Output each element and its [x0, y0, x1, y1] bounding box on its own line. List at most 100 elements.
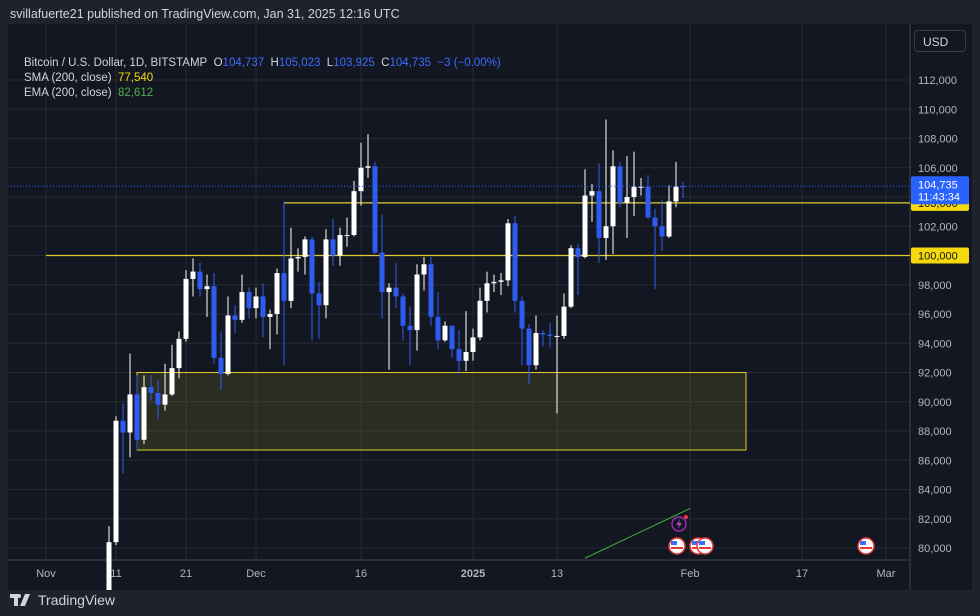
chart-pane[interactable]: 80,000 82,000 84,000 86,000 88,000 90,000 92,0… [8, 24, 972, 603]
candle-body [113, 420, 119, 543]
candle [218, 331, 224, 391]
candle [155, 379, 161, 420]
level-price-tag [911, 247, 969, 264]
candle [162, 363, 168, 411]
candle-body [624, 197, 630, 203]
candle-body [246, 292, 252, 309]
candle [141, 375, 147, 445]
candle-body [218, 357, 224, 374]
candle-body [204, 286, 210, 290]
candle-body [652, 217, 658, 227]
candle [372, 161, 378, 255]
legend: Bitcoin / U.S. Dollar, 1D, BITSTAMP O104… [24, 56, 501, 101]
candle-body [631, 186, 637, 197]
ema-legend[interactable]: EMA (200, close) 82,612 [24, 86, 501, 101]
sma-label: SMA (200, close) [24, 72, 112, 84]
candle [106, 526, 112, 603]
low-value: 103,925 [333, 57, 375, 69]
candle-body [533, 333, 539, 366]
candle [344, 217, 350, 247]
y-tick-label: 98,000 [918, 280, 952, 292]
candle [442, 321, 448, 342]
candle-body [575, 248, 581, 257]
candle-body [330, 239, 336, 256]
y-tick-label: 90,000 [918, 397, 952, 409]
candle [484, 271, 490, 313]
candle-body [540, 333, 546, 335]
candle-body [484, 283, 490, 301]
flag-stripe [699, 547, 711, 549]
candle-body [134, 394, 140, 440]
candle [491, 274, 497, 293]
economic-event-flag-icon[interactable] [696, 537, 714, 555]
candle [456, 330, 462, 374]
candle [232, 305, 238, 334]
flag-canton [860, 541, 866, 545]
candle-body [638, 186, 644, 188]
close-label: C [381, 57, 390, 69]
candle-body [141, 387, 147, 440]
candle-body [463, 352, 469, 361]
candle [176, 331, 182, 379]
candle [526, 324, 532, 385]
candle [617, 161, 623, 208]
economic-event-flag-icon[interactable] [857, 537, 875, 555]
candle [288, 227, 294, 309]
currency-button[interactable]: USD [914, 30, 966, 52]
candle-body [337, 235, 343, 256]
candle [239, 274, 245, 323]
y-tick-label: 94,000 [918, 338, 952, 350]
symbol-legend: Bitcoin / U.S. Dollar, 1D, BITSTAMP O104… [24, 56, 501, 71]
candle-body [568, 248, 574, 307]
footer-brand[interactable]: TradingView [38, 592, 116, 608]
candle-body [449, 325, 455, 350]
candle [680, 182, 686, 199]
tradingview-logo-icon [10, 594, 30, 606]
candle [190, 258, 196, 297]
candle [169, 344, 175, 396]
flag-stripe [860, 547, 872, 549]
candle-body [421, 264, 427, 275]
candle-body [302, 239, 308, 257]
x-tick-label: 13 [551, 568, 563, 580]
candle [554, 315, 560, 414]
sma-legend[interactable]: SMA (200, close) 77,540 [24, 71, 501, 86]
x-tick-label: 16 [355, 568, 367, 580]
ema-label: EMA (200, close) [24, 87, 112, 99]
candle [631, 151, 637, 217]
candle-body [351, 191, 357, 236]
candle-body [491, 281, 497, 284]
candle-body [673, 186, 679, 202]
candle-body [267, 314, 273, 317]
flag-canton [671, 541, 677, 545]
candle-body [232, 315, 238, 320]
flag-circle [696, 537, 714, 555]
ema-value: 82,612 [117, 87, 154, 99]
candle [358, 142, 364, 206]
candle [351, 180, 357, 237]
candle [302, 236, 308, 275]
candle [449, 325, 455, 358]
high-label: H [270, 57, 279, 69]
candle-body [470, 337, 476, 353]
candle-body [274, 273, 280, 314]
economic-event-flag-icon[interactable] [668, 537, 686, 555]
candle-body [309, 239, 315, 294]
candle-body [169, 368, 175, 395]
y-tick-label: 96,000 [918, 309, 952, 321]
candle-body [477, 300, 483, 338]
candle-body [197, 271, 203, 290]
candle-body [617, 166, 623, 203]
candle [260, 283, 266, 338]
candle [421, 256, 427, 291]
candle-body [162, 394, 168, 405]
candle [428, 256, 434, 326]
x-tick-label: Feb [681, 568, 700, 580]
candle [183, 270, 189, 342]
candle-body [253, 296, 259, 309]
candle [400, 293, 406, 341]
flag-circle [857, 537, 875, 555]
price-chart[interactable]: 80,000 82,000 84,000 86,000 88,000 90,000 92,0… [8, 24, 972, 603]
candle-body [190, 271, 196, 279]
sma-value: 77,540 [117, 72, 154, 84]
